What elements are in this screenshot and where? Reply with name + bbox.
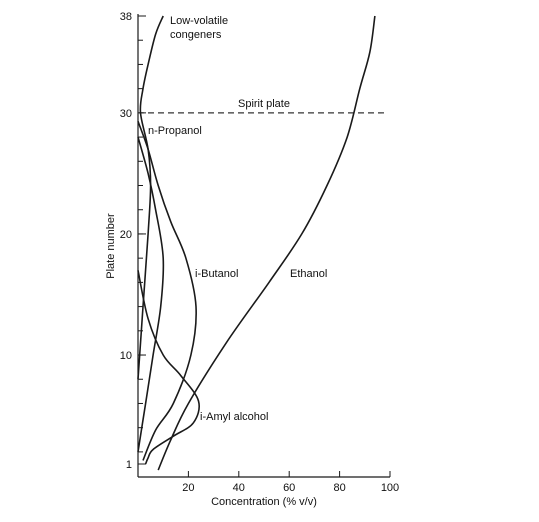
label-spirit-plate: Spirit plate bbox=[238, 98, 290, 110]
label-i-amyl-alcohol: i-Amyl alcohol bbox=[200, 411, 268, 423]
y-tick-label: 20 bbox=[120, 229, 132, 241]
y-tick-label: 1 bbox=[126, 459, 132, 471]
curve-i-amyl-alcohol bbox=[137, 270, 200, 465]
label-n-propanol: n-Propanol bbox=[148, 125, 202, 137]
label-i-butanol: i-Butanol bbox=[195, 268, 238, 280]
x-tick-label: 60 bbox=[283, 482, 295, 494]
x-tick-label: 80 bbox=[333, 482, 345, 494]
label-ethanol: Ethanol bbox=[290, 268, 327, 280]
x-tick-label: 100 bbox=[381, 482, 399, 494]
series-curves bbox=[137, 15, 376, 471]
curve-i-butanol bbox=[137, 121, 197, 461]
curve-low-volatile-congeners bbox=[137, 15, 164, 380]
x-ticks: 20 40 60 80 100 bbox=[182, 471, 399, 494]
label-low-volatile-line2: congeners bbox=[170, 29, 222, 41]
y-tick-label: 38 bbox=[120, 11, 132, 23]
curve-n-propanol bbox=[137, 136, 165, 453]
curve-ethanol bbox=[157, 15, 376, 471]
label-low-volatile-line1: Low-volatile bbox=[170, 15, 228, 27]
y-tick-label: 10 bbox=[120, 350, 132, 362]
y-tick-label: 30 bbox=[120, 108, 132, 120]
x-tick-label: 20 bbox=[182, 482, 194, 494]
x-tick-label: 40 bbox=[233, 482, 245, 494]
x-axis-title: Concentration (% v/v) bbox=[211, 496, 317, 508]
y-ticks: 1 10 20 30 38 bbox=[120, 11, 146, 471]
y-axis-title: Plate number bbox=[105, 213, 117, 279]
